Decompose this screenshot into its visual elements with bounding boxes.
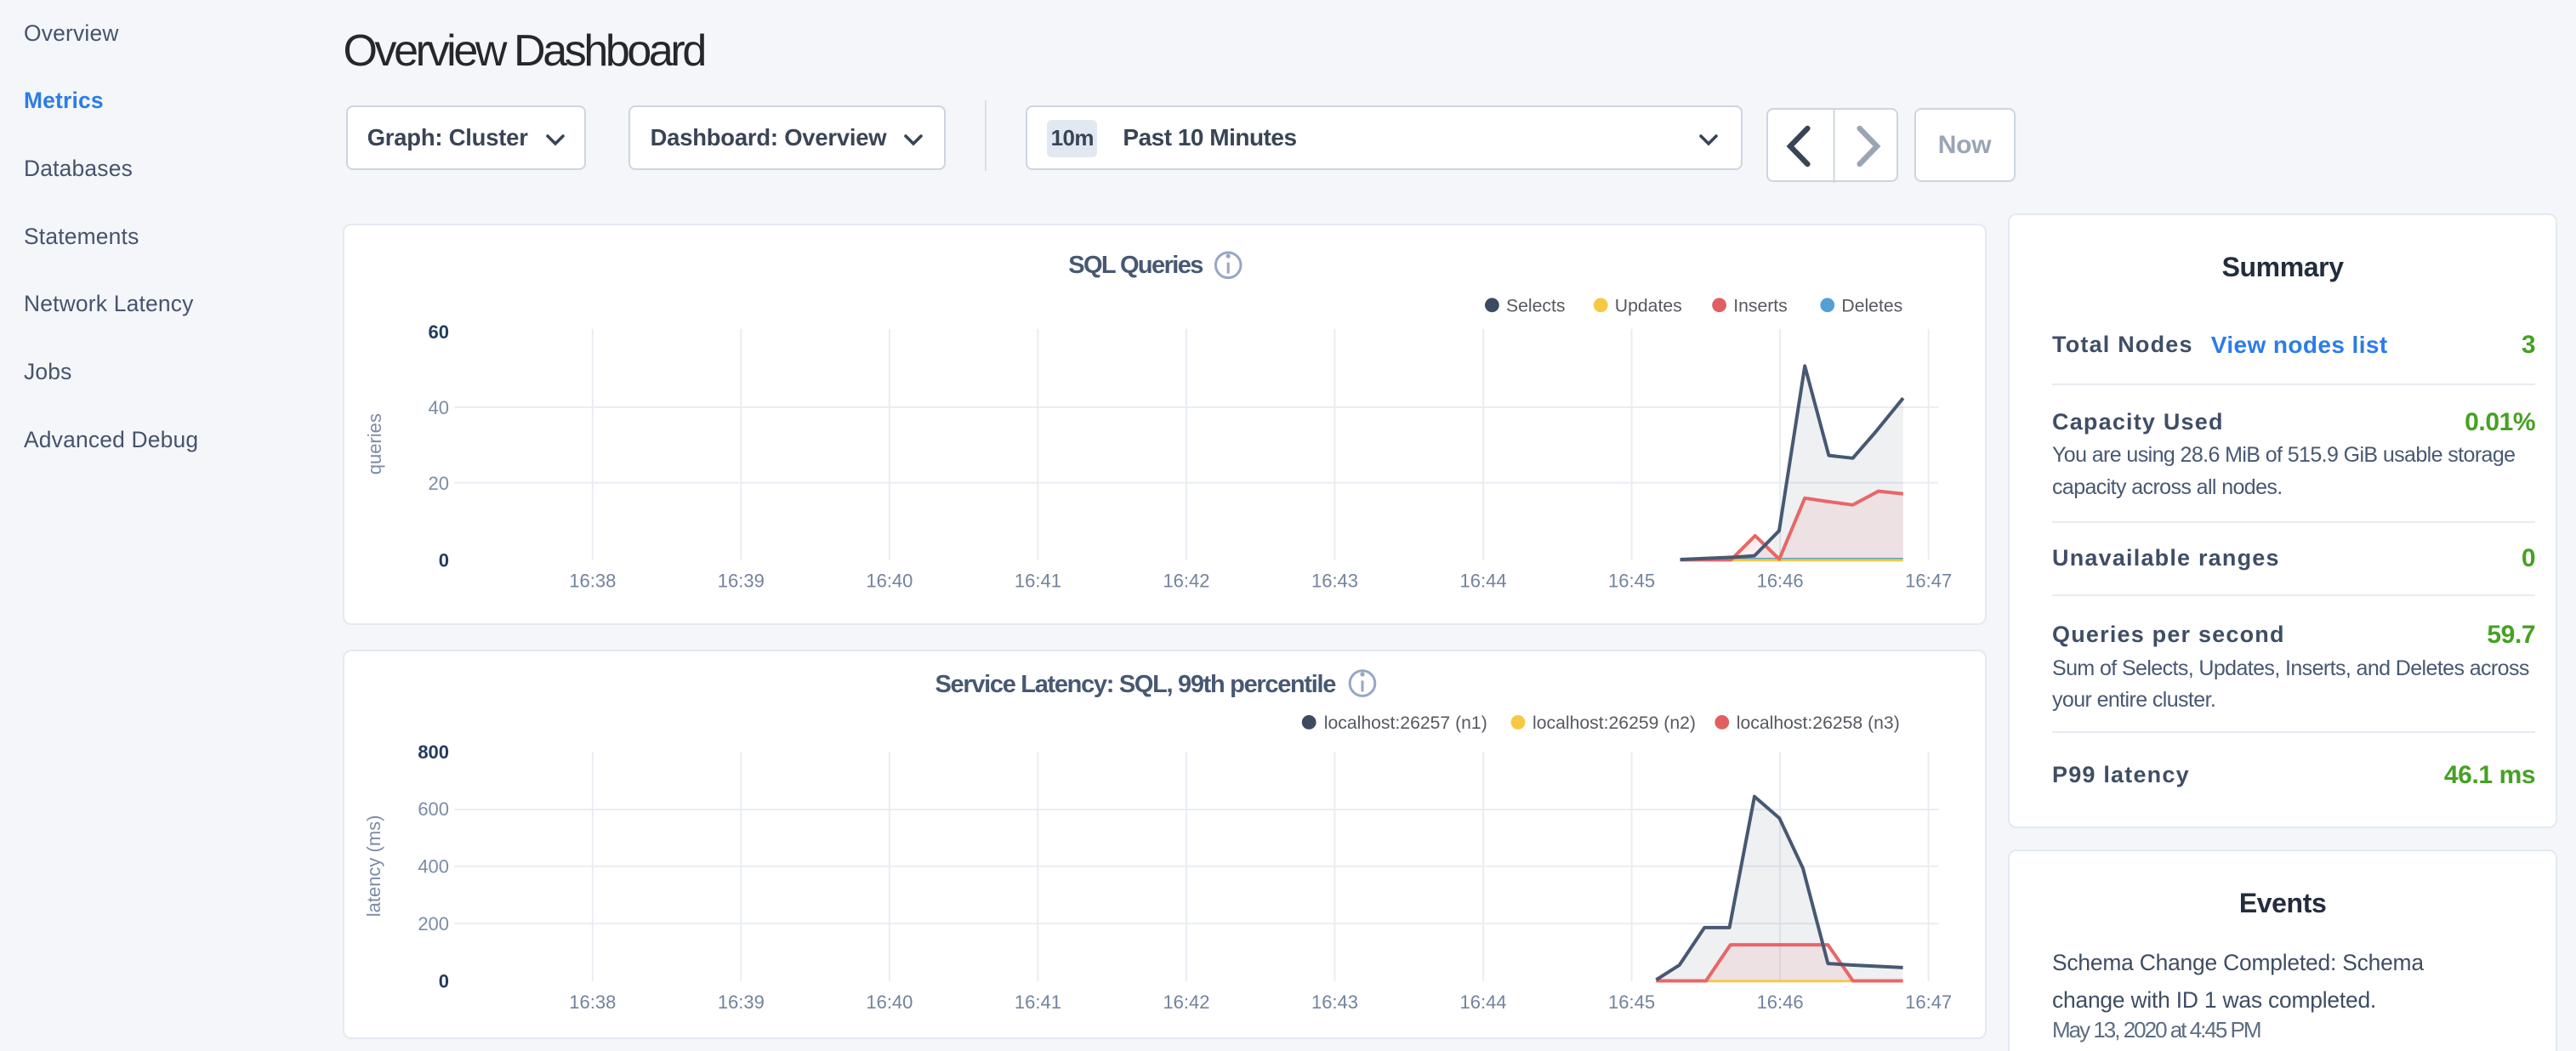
svg-text:latency (ms): latency (ms) <box>363 815 384 917</box>
svg-text:16:47: 16:47 <box>1905 991 1952 1012</box>
svg-text:Service Latency: SQL, 99th per: Service Latency: SQL, 99th percentile <box>935 671 1336 698</box>
svg-text:16:44: 16:44 <box>1460 991 1507 1012</box>
svg-text:Inserts: Inserts <box>1733 296 1788 315</box>
svg-text:localhost:26259 (n2): localhost:26259 (n2) <box>1533 713 1696 733</box>
svg-text:16:43: 16:43 <box>1311 991 1358 1012</box>
svg-text:16:40: 16:40 <box>866 570 913 591</box>
svg-text:16:45: 16:45 <box>1608 570 1655 591</box>
svg-text:16:42: 16:42 <box>1163 991 1209 1012</box>
svg-text:400: 400 <box>418 855 449 877</box>
svg-text:localhost:26258 (n3): localhost:26258 (n3) <box>1737 713 1900 733</box>
svg-text:16:45: 16:45 <box>1608 991 1655 1012</box>
svg-text:Deletes: Deletes <box>1841 296 1902 315</box>
svg-text:20: 20 <box>429 473 449 494</box>
svg-text:localhost:26257 (n1): localhost:26257 (n1) <box>1324 713 1487 733</box>
svg-text:16:40: 16:40 <box>866 991 913 1012</box>
svg-text:0: 0 <box>439 549 449 571</box>
svg-text:Updates: Updates <box>1615 296 1682 315</box>
svg-text:SQL Queries: SQL Queries <box>1068 252 1203 279</box>
svg-text:800: 800 <box>418 741 449 762</box>
svg-text:40: 40 <box>429 397 449 418</box>
svg-text:16:41: 16:41 <box>1015 570 1061 591</box>
svg-text:200: 200 <box>418 913 449 935</box>
svg-text:16:38: 16:38 <box>569 991 616 1012</box>
svg-text:16:41: 16:41 <box>1015 991 1061 1012</box>
svg-text:16:39: 16:39 <box>718 991 765 1012</box>
svg-text:Selects: Selects <box>1506 296 1565 315</box>
svg-text:60: 60 <box>429 321 449 343</box>
svg-text:16:42: 16:42 <box>1163 570 1209 591</box>
svg-text:queries: queries <box>364 413 385 474</box>
svg-text:16:43: 16:43 <box>1311 570 1358 591</box>
svg-text:16:38: 16:38 <box>569 570 616 591</box>
svg-text:600: 600 <box>418 798 449 820</box>
svg-text:16:46: 16:46 <box>1757 991 1804 1012</box>
svg-text:16:47: 16:47 <box>1905 570 1952 591</box>
svg-text:16:46: 16:46 <box>1757 570 1804 591</box>
svg-text:16:39: 16:39 <box>718 570 765 591</box>
svg-text:16:44: 16:44 <box>1460 570 1507 591</box>
svg-text:0: 0 <box>439 970 449 991</box>
